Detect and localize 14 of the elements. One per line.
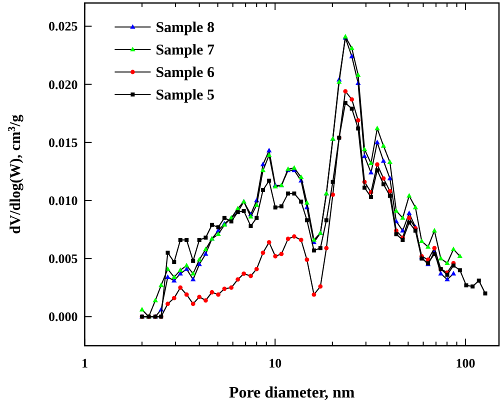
y-tick-label: 0.020 <box>48 76 78 92</box>
x-tick-label: 10 <box>268 356 282 371</box>
legend-label: Sample 7 <box>156 42 215 58</box>
y-tick-label: 0.025 <box>48 18 78 34</box>
x-tick-label: 100 <box>456 356 476 371</box>
y-tick-label: 0.000 <box>48 309 78 324</box>
y-tick-label: 0.010 <box>48 192 78 208</box>
y-tick-label: 0.015 <box>48 134 78 150</box>
y-tick-label: 0.005 <box>48 251 78 266</box>
legend-label: Sample 8 <box>156 20 214 36</box>
x-axis-title: Pore diameter, nm <box>228 384 356 402</box>
x-tick-label: 1 <box>81 356 88 371</box>
legend-label: Sample 5 <box>156 88 214 104</box>
legend-label: Sample 6 <box>156 65 215 81</box>
